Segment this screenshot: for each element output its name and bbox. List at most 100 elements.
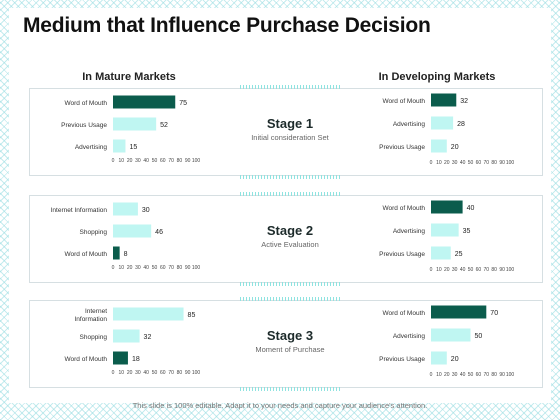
data-label: 8 bbox=[124, 251, 128, 258]
data-label: 32 bbox=[144, 334, 152, 341]
stage-1-developing-chart: Word of Mouth 32 Advertising 28 Previous Usa… bbox=[379, 93, 515, 166]
tick-label: 50 bbox=[152, 265, 158, 271]
tick-label: 70 bbox=[484, 160, 490, 166]
data-label: 52 bbox=[160, 122, 168, 129]
tick-label: 60 bbox=[160, 265, 166, 271]
data-label: 30 bbox=[142, 207, 150, 214]
tick-label: 70 bbox=[484, 267, 490, 273]
dotted-divider bbox=[240, 387, 340, 391]
tick-label: 40 bbox=[143, 158, 149, 164]
tick-label: 40 bbox=[143, 265, 149, 271]
bar bbox=[113, 95, 176, 109]
tick-label: 40 bbox=[460, 160, 466, 166]
tick-label: 100 bbox=[506, 160, 515, 166]
data-label: 35 bbox=[463, 228, 471, 235]
tick-label: 60 bbox=[160, 370, 166, 376]
tick-label: 100 bbox=[506, 267, 515, 273]
stage-2-panel: Internet Information 30 Shopping 46 Word of … bbox=[29, 192, 543, 286]
category-label: Word of Mouth bbox=[382, 205, 425, 212]
category-label: Word of Mouth bbox=[64, 251, 107, 258]
category-label: Shopping bbox=[80, 229, 108, 236]
tick-label: 70 bbox=[168, 158, 174, 164]
stage-3-panel: Internet Information 85 Shopping 32 Word of M… bbox=[29, 297, 543, 391]
tick-label: 70 bbox=[168, 265, 174, 271]
stage-2-mature-chart: Internet Information 30 Shopping 46 Word of … bbox=[51, 202, 201, 271]
tick-label: 0 bbox=[430, 160, 433, 166]
slide: Medium that Influence Purchase Decision … bbox=[9, 8, 551, 410]
tick-label: 30 bbox=[452, 160, 458, 166]
category-label: Shopping bbox=[80, 334, 108, 341]
stage-subtitle: Initial consideration Set bbox=[251, 133, 329, 142]
tick-label: 80 bbox=[491, 372, 497, 378]
data-label: 32 bbox=[460, 98, 468, 105]
category-label: Previous Usage bbox=[379, 251, 425, 258]
data-label: 15 bbox=[129, 144, 137, 151]
tick-label: 20 bbox=[444, 372, 450, 378]
tick-label: 80 bbox=[177, 370, 183, 376]
tick-label: 70 bbox=[168, 370, 174, 376]
stage-2-developing-chart: Word of Mouth 40 Advertising 35 Previous Usa… bbox=[379, 200, 515, 273]
bar bbox=[113, 117, 157, 131]
bar bbox=[431, 305, 487, 319]
tick-label: 0 bbox=[112, 265, 115, 271]
category-label: Advertising bbox=[393, 333, 426, 340]
tick-label: 100 bbox=[192, 370, 201, 376]
data-label: 50 bbox=[475, 333, 483, 340]
tick-label: 40 bbox=[460, 372, 466, 378]
tick-label: 100 bbox=[506, 372, 515, 378]
tick-label: 60 bbox=[476, 372, 482, 378]
tick-label: 0 bbox=[112, 370, 115, 376]
bar bbox=[431, 200, 463, 214]
tick-label: 40 bbox=[460, 267, 466, 273]
tick-label: 100 bbox=[192, 158, 201, 164]
stage-3-developing-chart: Word of Mouth 70 Advertising 50 Previous Usa… bbox=[379, 305, 515, 378]
stage-2-label: Stage 2 Active Evaluation bbox=[240, 223, 340, 249]
tick-label: 80 bbox=[491, 267, 497, 273]
tick-label: 30 bbox=[135, 158, 141, 164]
stage-title: Stage 1 bbox=[266, 116, 314, 131]
tick-label: 30 bbox=[135, 265, 141, 271]
tick-label: 20 bbox=[444, 267, 450, 273]
stage-1-label: Stage 1 Initial consideration Set bbox=[240, 116, 340, 142]
tick-label: 30 bbox=[135, 370, 141, 376]
bar bbox=[431, 351, 447, 365]
tick-label: 50 bbox=[468, 372, 474, 378]
tick-label: 90 bbox=[499, 372, 505, 378]
stage-title: Stage 2 bbox=[266, 223, 314, 238]
tick-label: 60 bbox=[476, 267, 482, 273]
stage-1-charts: Word of Mouth 75 Previous Usage 52 Advertisi… bbox=[61, 93, 515, 166]
tick-label: 50 bbox=[468, 267, 474, 273]
data-label: 40 bbox=[467, 205, 475, 212]
bar bbox=[431, 116, 454, 130]
bar bbox=[431, 246, 451, 260]
bar bbox=[113, 246, 120, 260]
tick-label: 80 bbox=[177, 158, 183, 164]
dotted-divider bbox=[240, 297, 340, 301]
category-label: Advertising bbox=[393, 121, 426, 128]
tick-label: 90 bbox=[185, 158, 191, 164]
tick-label: 20 bbox=[127, 158, 133, 164]
tick-label: 90 bbox=[185, 265, 191, 271]
tick-label: 90 bbox=[499, 160, 505, 166]
stage-2-charts: Internet Information 30 Shopping 46 Word of … bbox=[51, 200, 515, 273]
tick-label: 0 bbox=[112, 158, 115, 164]
bar bbox=[113, 307, 184, 321]
stage-1-panel: Word of Mouth 75 Previous Usage 52 Advertisi… bbox=[29, 85, 543, 179]
category-label: Internet bbox=[85, 308, 107, 315]
category-label: Word of Mouth bbox=[64, 356, 107, 363]
category-label: Previous Usage bbox=[379, 144, 425, 151]
data-label: 20 bbox=[451, 356, 459, 363]
category-label: Previous Usage bbox=[61, 122, 107, 129]
bar bbox=[431, 328, 471, 342]
stage-subtitle: Moment of Purchase bbox=[255, 345, 325, 354]
dotted-divider bbox=[240, 282, 340, 286]
tick-label: 100 bbox=[192, 265, 201, 271]
category-label: Information bbox=[74, 316, 107, 323]
dotted-divider bbox=[240, 85, 340, 89]
bar bbox=[113, 139, 126, 153]
tick-label: 0 bbox=[430, 267, 433, 273]
tick-label: 10 bbox=[119, 370, 125, 376]
mature-markets-heading: In Mature Markets bbox=[82, 71, 176, 83]
tick-label: 30 bbox=[452, 372, 458, 378]
